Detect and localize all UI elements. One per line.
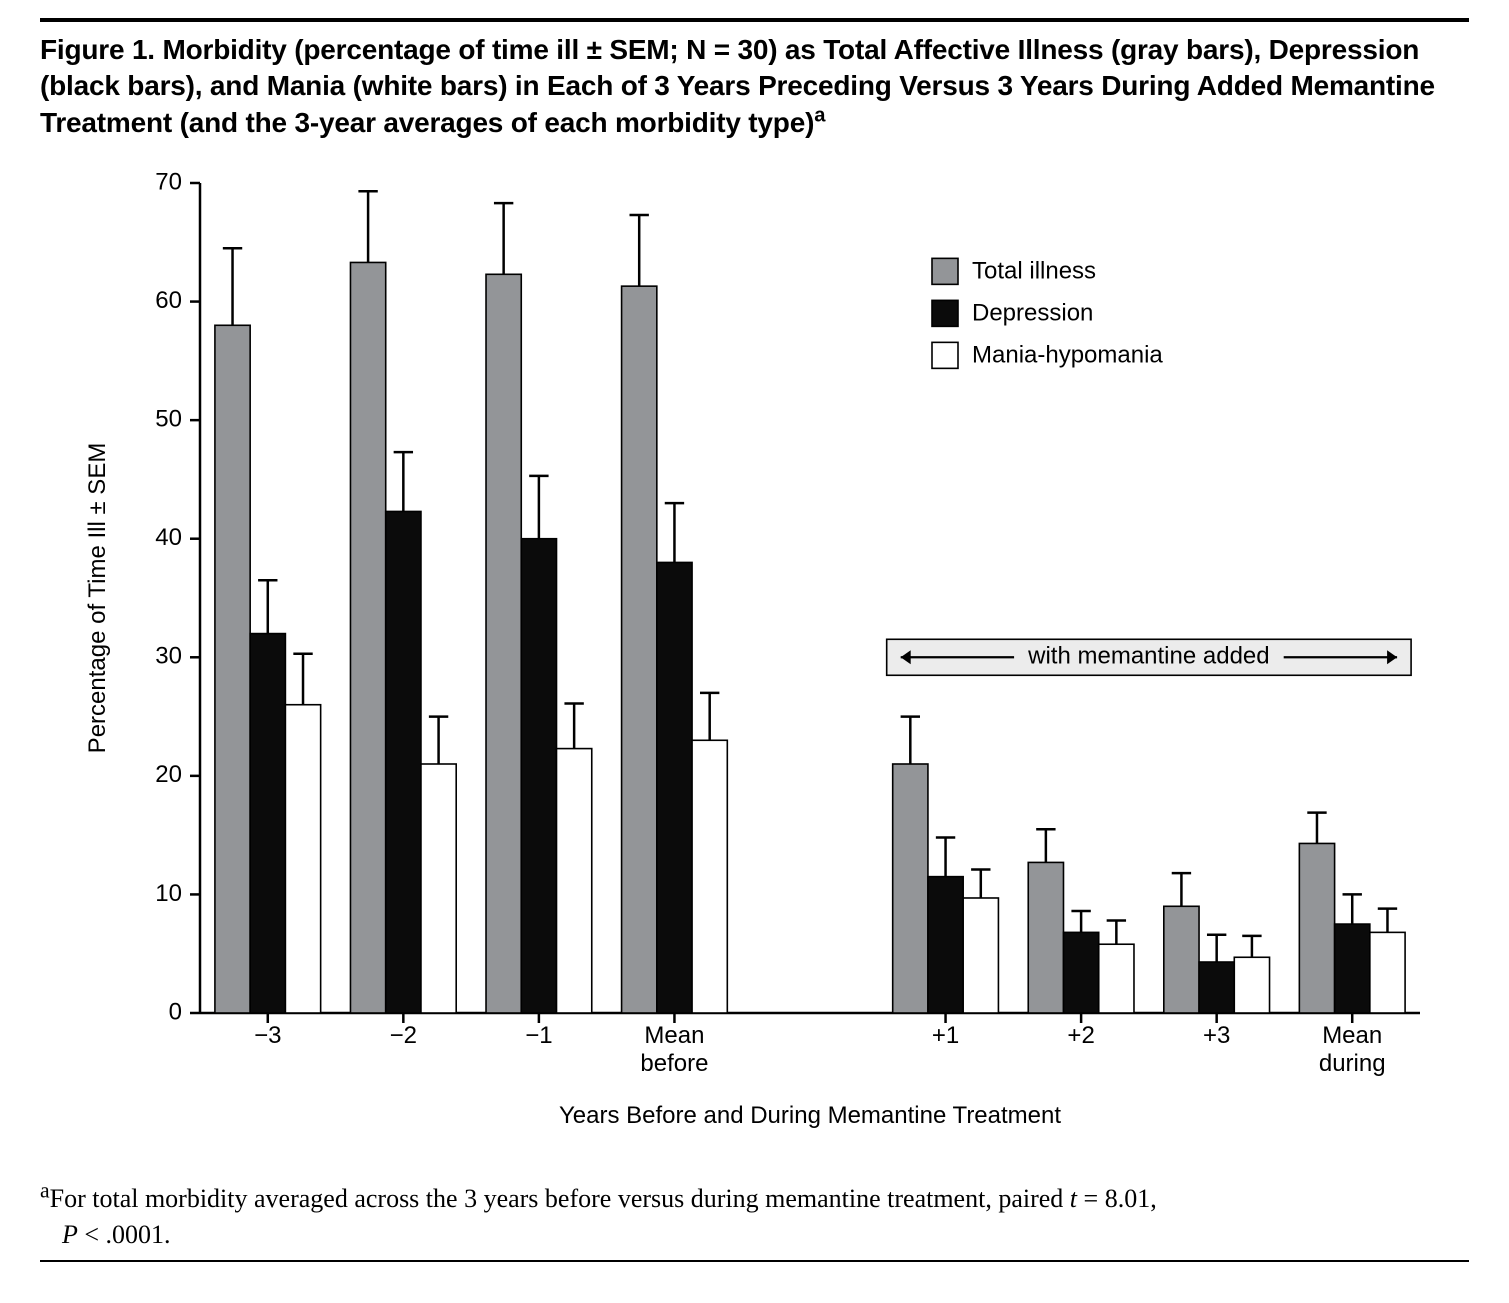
bar-m1-depr xyxy=(521,539,556,1013)
bar-p2-total xyxy=(1028,862,1063,1013)
y-tick-label: 30 xyxy=(155,642,182,669)
legend-swatch xyxy=(932,342,958,368)
bar-p1-mania xyxy=(963,898,998,1013)
y-tick-label: 70 xyxy=(155,168,182,195)
bar-m1-mania xyxy=(556,748,591,1012)
bar-md-total xyxy=(1299,843,1334,1013)
legend-label: Depression xyxy=(972,299,1093,326)
x-axis-label: Years Before and During Memantine Treatm… xyxy=(558,1102,1060,1129)
y-tick-label: 20 xyxy=(155,761,182,788)
x-tick-label: Mean xyxy=(644,1022,704,1049)
bar-m1-total xyxy=(486,274,521,1013)
legend-swatch xyxy=(932,300,958,326)
x-tick-label: −2 xyxy=(389,1022,416,1049)
x-tick-label: Mean xyxy=(1322,1022,1382,1049)
figure-footnote: aFor total morbidity averaged across the… xyxy=(40,1177,1469,1252)
x-tick-label: before xyxy=(640,1050,708,1077)
x-tick-label: +2 xyxy=(1067,1022,1094,1049)
bar-md-depr xyxy=(1334,924,1369,1013)
figure-container: Figure 1. Morbidity (percentage of time … xyxy=(0,0,1509,1303)
y-tick-label: 40 xyxy=(155,524,182,551)
x-tick-label: +1 xyxy=(931,1022,958,1049)
bar-mb-total xyxy=(621,286,656,1013)
bottom-rule xyxy=(40,1260,1469,1262)
x-tick-label: during xyxy=(1318,1050,1385,1077)
chart-holder: 0 10 20 30 40 50 60 70 Percentage of Time Ill ± … xyxy=(40,153,1469,1163)
bar-p1-total xyxy=(892,764,927,1013)
top-rule xyxy=(40,18,1469,22)
bar-m2-depr xyxy=(385,511,420,1013)
annotation-text: with memantine added xyxy=(1027,642,1269,669)
legend-label: Mania-hypomania xyxy=(972,341,1163,368)
bar-p2-mania xyxy=(1098,944,1133,1013)
x-tick-label: −1 xyxy=(525,1022,552,1049)
bar-m3-total xyxy=(214,325,249,1013)
y-tick-label: 10 xyxy=(155,880,182,907)
x-tick-label: +3 xyxy=(1202,1022,1229,1049)
y-tick-label: 0 xyxy=(168,998,181,1025)
bar-p3-mania xyxy=(1234,957,1269,1013)
legend-label: Total illness xyxy=(972,257,1096,284)
bar-md-mania xyxy=(1369,932,1404,1013)
bar-m3-mania xyxy=(285,705,320,1013)
bar-p3-total xyxy=(1163,906,1198,1013)
footnote-line-1: aFor total morbidity averaged across the… xyxy=(40,1184,1157,1213)
legend-swatch xyxy=(932,258,958,284)
y-tick-label: 50 xyxy=(155,405,182,432)
bar-m2-mania xyxy=(420,764,455,1013)
bar-p2-depr xyxy=(1063,932,1098,1013)
x-tick-label: −3 xyxy=(254,1022,281,1049)
bar-p3-depr xyxy=(1199,962,1234,1013)
morbidity-bar-chart: 0 10 20 30 40 50 60 70 Percentage of Time Ill ± … xyxy=(60,153,1450,1163)
caption-text: Figure 1. Morbidity (percentage of time … xyxy=(40,34,1435,138)
y-axis-label: Percentage of Time Ill ± SEM xyxy=(84,442,111,753)
bar-m2-total xyxy=(350,262,385,1013)
bar-mb-depr xyxy=(656,562,691,1013)
y-tick-label: 60 xyxy=(155,287,182,314)
footnote-line-2: P < .0001. xyxy=(40,1217,1469,1252)
bar-mb-mania xyxy=(692,740,727,1013)
bar-m3-depr xyxy=(250,633,285,1012)
bar-p1-depr xyxy=(927,876,962,1012)
figure-caption: Figure 1. Morbidity (percentage of time … xyxy=(40,32,1469,141)
